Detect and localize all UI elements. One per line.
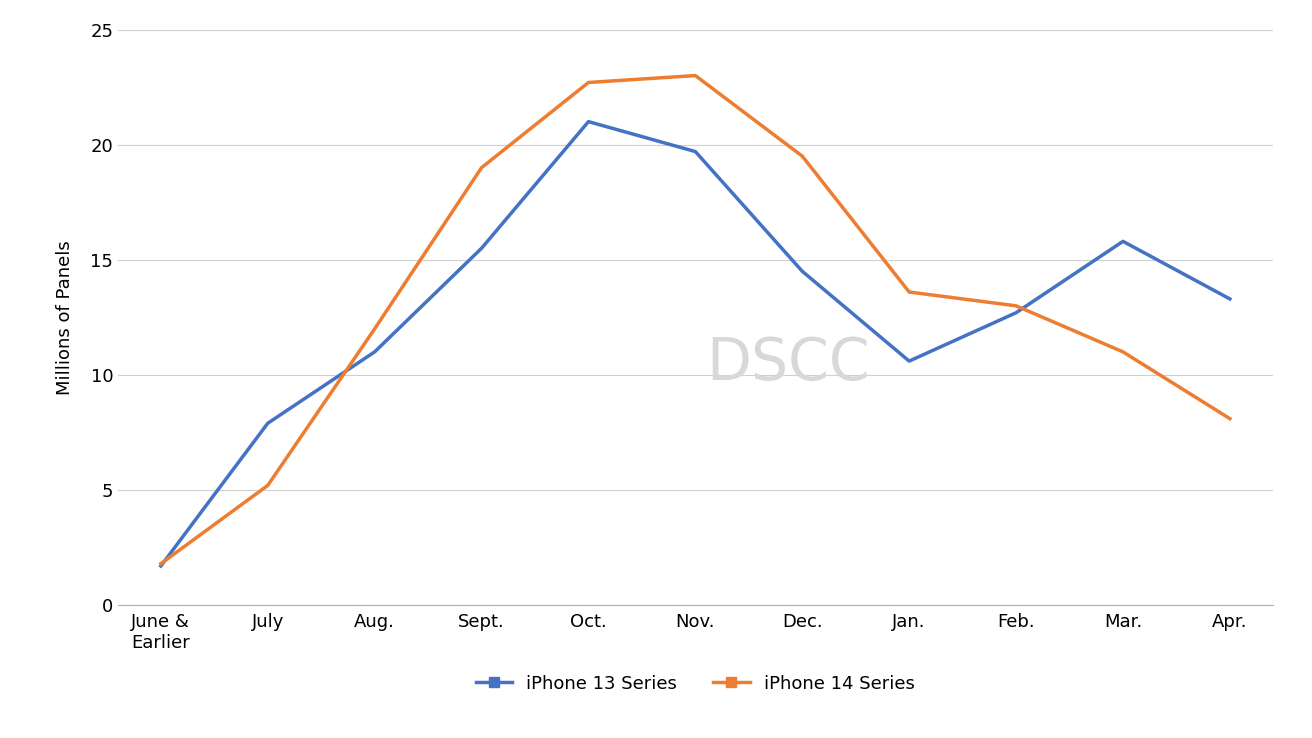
Text: DSCC: DSCC: [706, 335, 870, 392]
Legend: iPhone 13 Series, iPhone 14 Series: iPhone 13 Series, iPhone 14 Series: [468, 667, 922, 700]
Y-axis label: Millions of Panels: Millions of Panels: [55, 240, 73, 395]
